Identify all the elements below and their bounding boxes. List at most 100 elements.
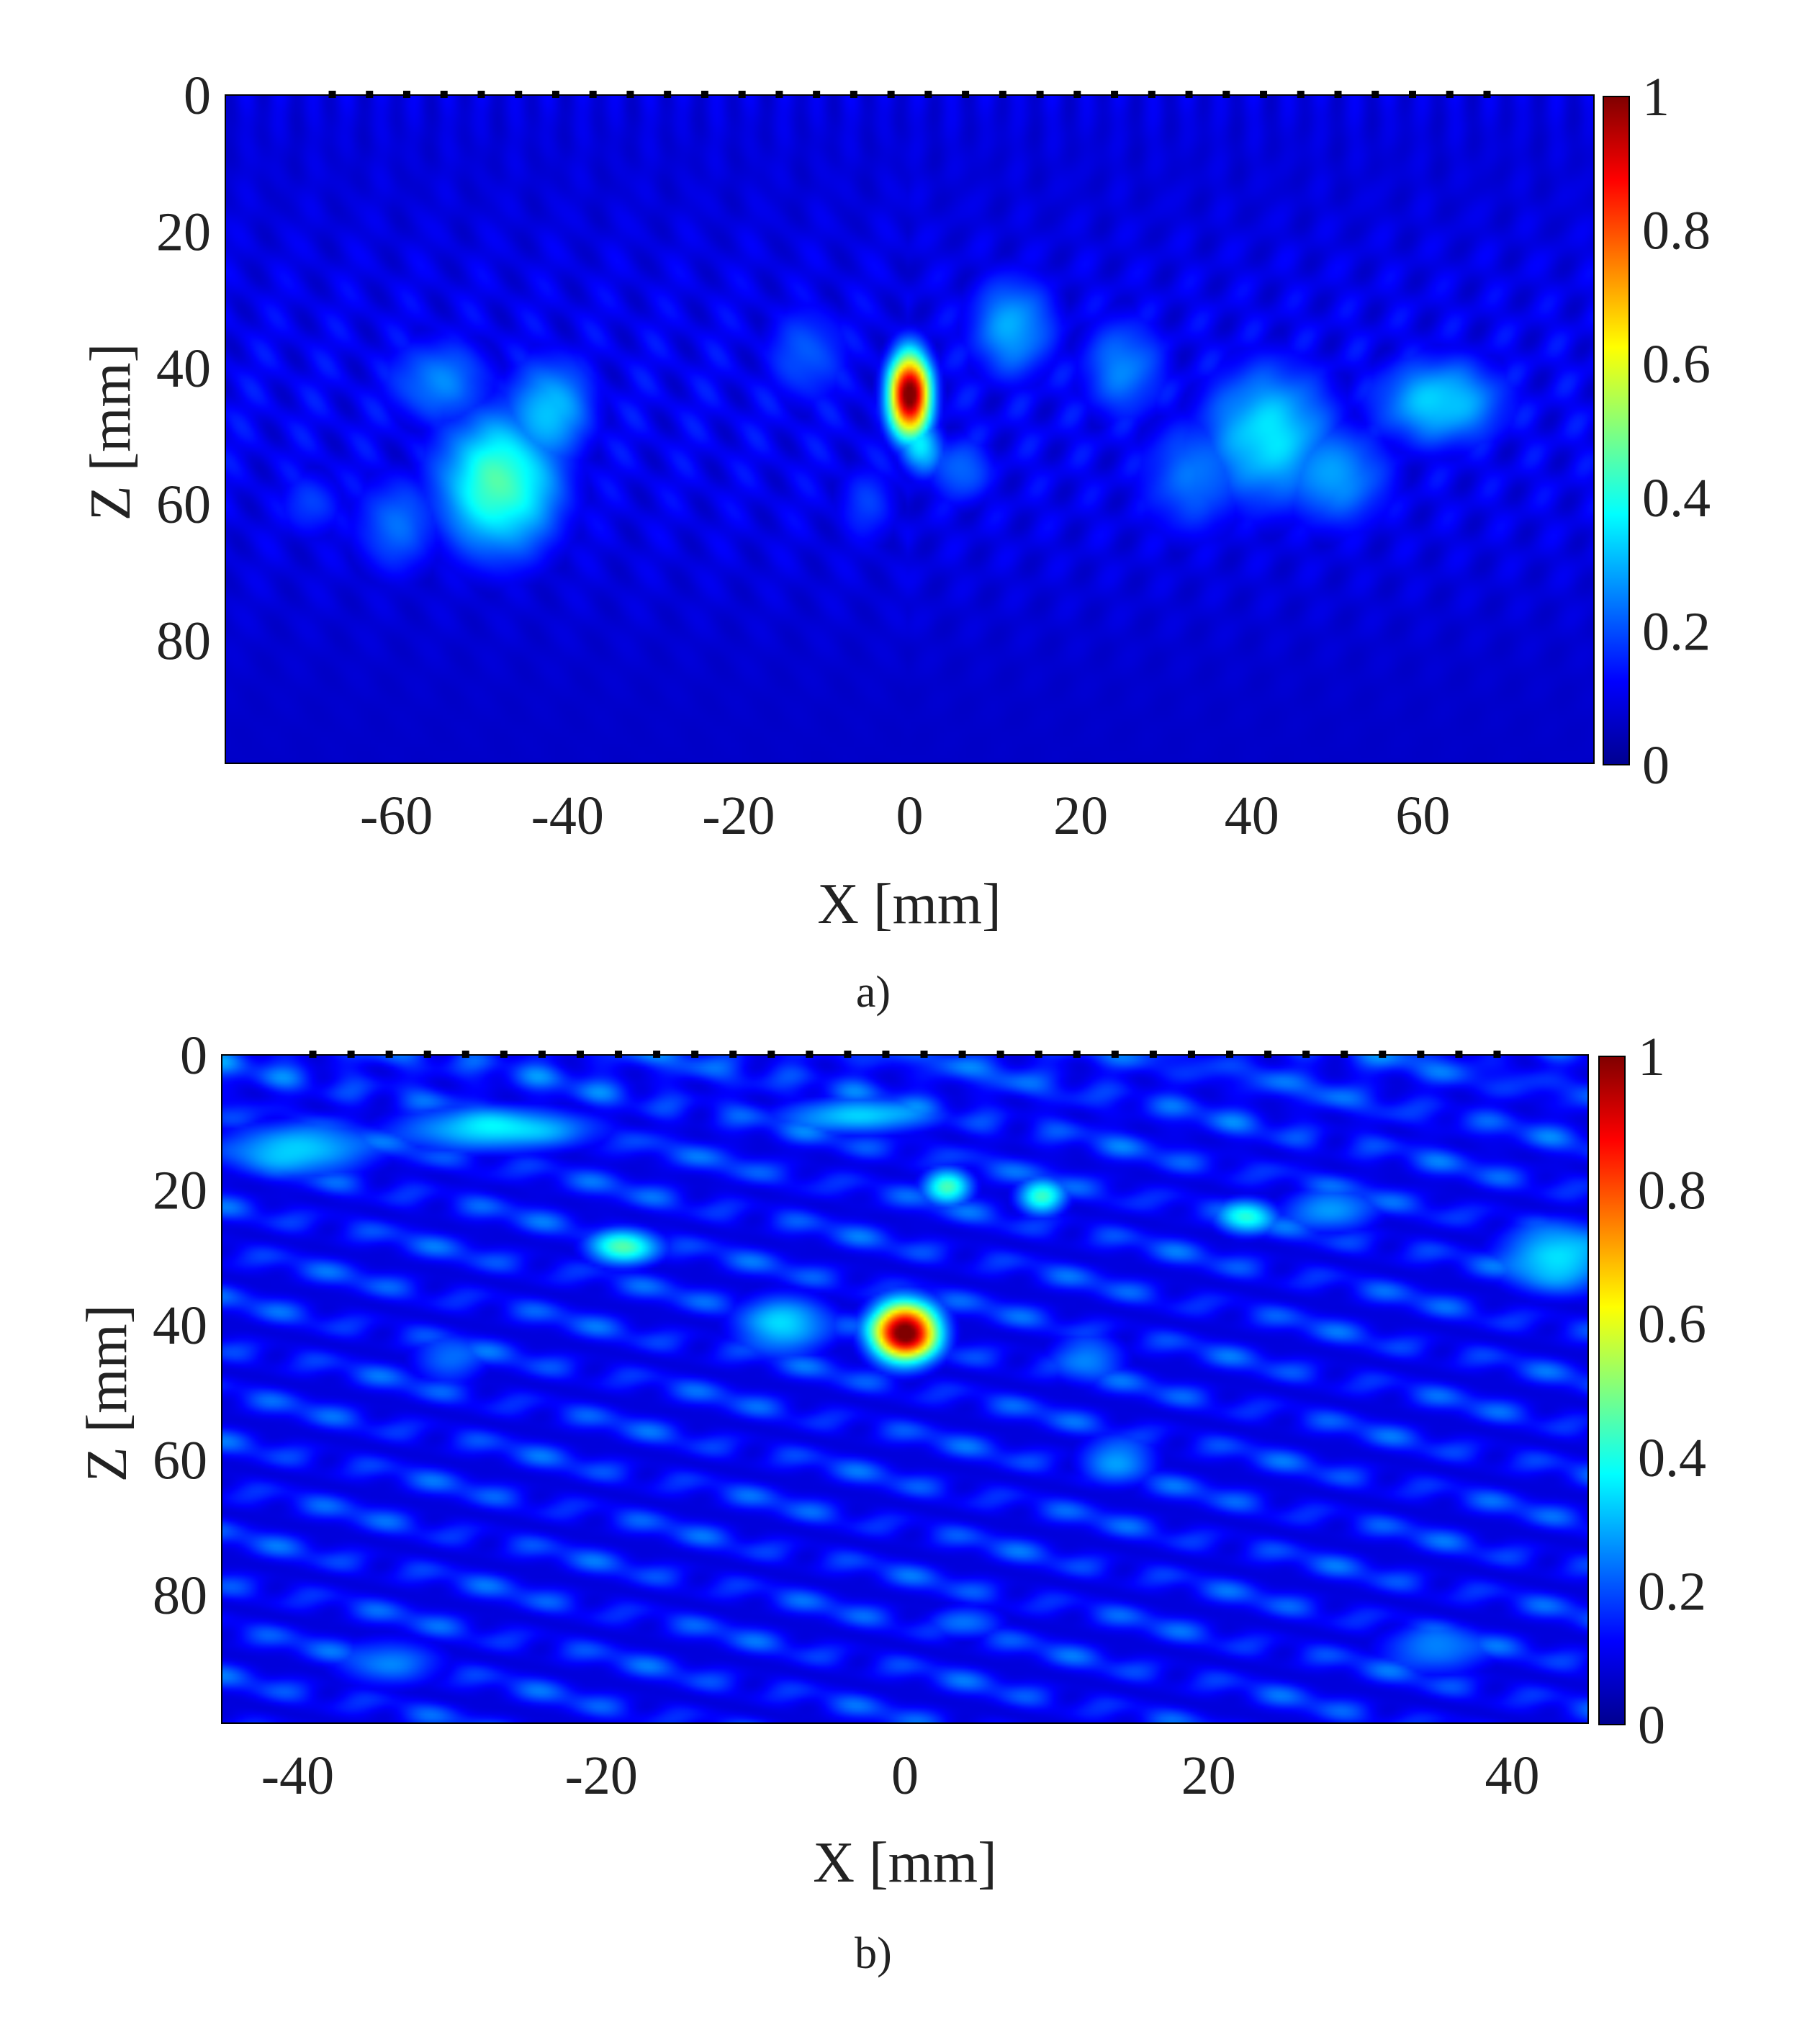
colorbar-tick-label: 0.8 bbox=[1638, 1161, 1706, 1221]
array-element-marker bbox=[844, 1051, 852, 1058]
array-element-marker bbox=[1297, 91, 1305, 98]
colorbar-tick-label: 0.8 bbox=[1642, 201, 1711, 261]
array-elements bbox=[328, 91, 1491, 98]
array-element-marker bbox=[920, 1051, 928, 1058]
array-element-marker bbox=[738, 91, 746, 98]
array-element-marker bbox=[1334, 91, 1342, 98]
heatmap-frame bbox=[225, 94, 1595, 764]
array-element-marker bbox=[1302, 1051, 1310, 1058]
array-elements bbox=[309, 1051, 1501, 1058]
array-element-marker bbox=[882, 1051, 890, 1058]
array-element-marker bbox=[551, 91, 559, 98]
y-tick-labels: 0 20 40 60 80 bbox=[153, 1025, 207, 1626]
array-element-marker bbox=[1260, 91, 1268, 98]
y-tick-label: 20 bbox=[153, 1160, 207, 1221]
x-tick-label: -20 bbox=[565, 1745, 638, 1806]
array-element-marker bbox=[775, 91, 783, 98]
panel-caption: a) bbox=[856, 968, 891, 1017]
array-element-marker bbox=[1455, 1051, 1463, 1058]
array-element-marker bbox=[1111, 91, 1119, 98]
array-element-marker bbox=[1073, 1051, 1081, 1058]
x-axis-label: X [mm] bbox=[817, 873, 1001, 936]
array-element-marker bbox=[729, 1051, 737, 1058]
array-element-marker bbox=[328, 91, 336, 98]
array-element-marker bbox=[500, 1051, 508, 1058]
y-tick-label: 40 bbox=[153, 1295, 207, 1356]
y-tick-label: 80 bbox=[153, 1565, 207, 1626]
x-tick-label: -60 bbox=[360, 786, 433, 846]
array-element-marker bbox=[615, 1051, 623, 1058]
x-tick-label: 0 bbox=[896, 786, 924, 846]
colorbar-tick-label: 0.2 bbox=[1638, 1561, 1706, 1622]
array-element-marker bbox=[850, 91, 857, 98]
array-element-marker bbox=[1036, 91, 1044, 98]
y-tick-label: 20 bbox=[156, 202, 211, 262]
colorbar-tick-label: 1 bbox=[1642, 67, 1670, 127]
array-element-marker bbox=[402, 91, 410, 98]
array-element-marker bbox=[576, 1051, 584, 1058]
array-element-marker bbox=[1493, 1051, 1501, 1058]
array-element-marker bbox=[962, 91, 970, 98]
x-tick-label: 0 bbox=[891, 1745, 919, 1806]
y-axis-label: Z [mm] bbox=[79, 343, 143, 521]
x-tick-labels: -40 -20 0 20 40 bbox=[261, 1745, 1540, 1806]
array-element-marker bbox=[1035, 1051, 1042, 1058]
array-element-marker bbox=[999, 91, 1006, 98]
array-element-marker bbox=[1483, 91, 1491, 98]
colorbar-tick-label: 0.2 bbox=[1642, 601, 1711, 662]
array-element-marker bbox=[1379, 1051, 1387, 1058]
array-element-marker bbox=[1341, 1051, 1348, 1058]
colorbar-tick-label: 0.4 bbox=[1638, 1428, 1706, 1488]
array-element-marker bbox=[1187, 1051, 1195, 1058]
x-tick-label: 40 bbox=[1485, 1745, 1540, 1806]
array-element-marker bbox=[589, 91, 597, 98]
array-element-marker bbox=[366, 91, 374, 98]
array-element-marker bbox=[1371, 91, 1379, 98]
array-element-marker bbox=[477, 91, 485, 98]
array-element-marker bbox=[309, 1051, 317, 1058]
array-element-marker bbox=[385, 1051, 393, 1058]
y-tick-label: 80 bbox=[156, 611, 211, 672]
x-tick-labels: -60 -40 -20 0 20 40 60 bbox=[360, 786, 1450, 846]
array-element-marker bbox=[1409, 91, 1417, 98]
y-tick-label: 60 bbox=[156, 475, 211, 535]
x-tick-label: -20 bbox=[702, 786, 775, 846]
x-tick-label: -40 bbox=[261, 1745, 334, 1806]
array-element-marker bbox=[1264, 1051, 1272, 1058]
array-element-marker bbox=[1149, 1051, 1157, 1058]
colorbar-tick-label: 0.6 bbox=[1638, 1294, 1706, 1354]
array-element-marker bbox=[1222, 91, 1230, 98]
array-element-marker bbox=[1111, 1051, 1119, 1058]
array-element-marker bbox=[924, 91, 932, 98]
array-element-marker bbox=[767, 1051, 775, 1058]
array-element-marker bbox=[1073, 91, 1081, 98]
array-element-marker bbox=[664, 91, 672, 98]
array-element-marker bbox=[423, 1051, 431, 1058]
colorbar-tick-label: 0 bbox=[1638, 1695, 1665, 1756]
array-element-marker bbox=[515, 91, 523, 98]
y-tick-labels: 0 20 40 60 80 bbox=[156, 66, 211, 672]
x-tick-label: 20 bbox=[1181, 1745, 1236, 1806]
array-element-marker bbox=[1148, 91, 1155, 98]
heatmap-frame bbox=[221, 1054, 1589, 1724]
array-element-marker bbox=[887, 91, 895, 98]
colorbar bbox=[1603, 96, 1630, 765]
array-element-marker bbox=[806, 1051, 814, 1058]
colorbar-tick-label: 1 bbox=[1638, 1027, 1665, 1087]
array-element-marker bbox=[1417, 1051, 1425, 1058]
array-element-marker bbox=[1446, 91, 1454, 98]
colorbar-tick-labels: 1 0.8 0.6 0.4 0.2 0 bbox=[1642, 67, 1711, 796]
y-tick-label: 0 bbox=[184, 66, 211, 126]
array-element-marker bbox=[653, 1051, 661, 1058]
y-tick-label: 60 bbox=[153, 1430, 207, 1491]
array-element-marker bbox=[1185, 91, 1193, 98]
array-element-marker bbox=[813, 91, 821, 98]
panel-a: -60 -40 -20 0 20 40 60 0 20 40 60 80 X [mm] Z [mm]… bbox=[79, 66, 1711, 1017]
array-element-marker bbox=[626, 91, 634, 98]
heatmap-image bbox=[222, 1055, 1588, 1723]
array-element-marker bbox=[347, 1051, 355, 1058]
y-axis-label: Z [mm] bbox=[76, 1305, 139, 1483]
colorbar-tick-label: 0 bbox=[1642, 735, 1670, 796]
array-element-marker bbox=[996, 1051, 1004, 1058]
